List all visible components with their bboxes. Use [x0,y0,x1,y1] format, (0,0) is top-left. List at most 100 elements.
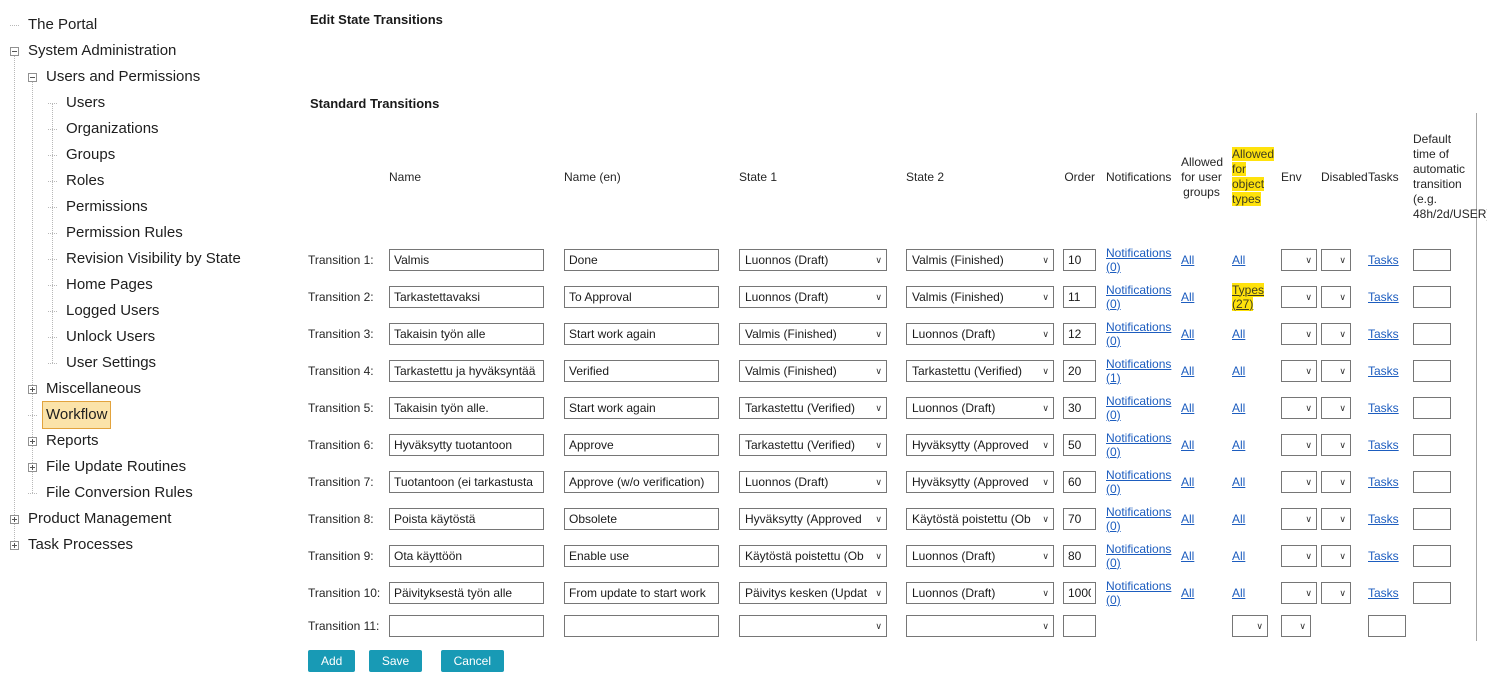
default-time-input[interactable] [1413,359,1451,382]
tasks-link[interactable]: Tasks [1368,548,1399,563]
sidebar-item-label[interactable]: File Update Routines [46,458,187,475]
notifications-link[interactable]: Notifications (0) [1106,541,1172,570]
state2-select[interactable]: Hyväksytty (Approved ∨ [906,433,1054,456]
sidebar-item-task-processes[interactable]: Task Processes [8,532,304,558]
name-en-input[interactable] [564,433,719,456]
sidebar-item-reports[interactable]: Reports [8,428,304,454]
order-input[interactable] [1063,615,1096,637]
default-time-input[interactable] [1413,322,1451,345]
allowed-object-types-link[interactable]: Types (27) [1232,282,1265,311]
env-select[interactable]: ∨ [1281,581,1317,604]
allowed-user-groups-link[interactable]: All [1181,511,1195,526]
disabled-select[interactable]: ∨ [1321,470,1351,493]
disabled-select[interactable]: ∨ [1321,359,1351,382]
sidebar-item-file-update-routines[interactable]: File Update Routines [8,454,304,480]
sidebar-item-file-conversion-rules[interactable]: File Conversion Rules [8,480,304,506]
expand-plus-icon[interactable] [28,462,37,472]
state2-select[interactable]: Tarkastettu (Verified) ∨ [906,359,1054,382]
tasks-link[interactable]: Tasks [1368,400,1399,415]
state2-select[interactable]: Valmis (Finished) ∨ [906,248,1054,271]
default-time-input[interactable] [1413,507,1451,530]
sidebar-item-label[interactable]: Groups [66,146,116,163]
sidebar-item-label[interactable]: Users and Permissions [46,68,201,85]
order-input[interactable] [1063,470,1096,493]
state2-select[interactable]: ∨ [906,615,1054,637]
name-en-input[interactable] [564,322,719,345]
name-en-input[interactable] [564,285,719,308]
sidebar-item-logged-users[interactable]: Logged Users [8,298,304,324]
state2-select[interactable]: Käytöstä poistettu (Ob ∨ [906,507,1054,530]
collapse-minus-icon[interactable] [28,72,37,82]
tasks-link[interactable]: Tasks [1368,511,1399,526]
default-time-input[interactable] [1413,396,1451,419]
name-input[interactable] [389,359,544,382]
sidebar-item-miscellaneous[interactable]: Miscellaneous [8,376,304,402]
env-select[interactable]: ∨ [1281,322,1317,345]
state1-select[interactable]: Valmis (Finished) ∨ [739,322,887,345]
sidebar-item-permissions[interactable]: Permissions [8,194,304,220]
name-en-input[interactable] [564,544,719,567]
disabled-select[interactable]: ∨ [1321,433,1351,456]
notifications-link[interactable]: Notifications (0) [1106,504,1172,533]
env-select[interactable]: ∨ [1281,507,1317,530]
name-en-input[interactable] [564,396,719,419]
cancel-button[interactable]: Cancel [440,650,504,672]
notifications-link[interactable]: Notifications (0) [1106,319,1172,348]
tasks-link[interactable]: Tasks [1368,585,1399,600]
allowed-object-types-link[interactable]: All [1232,548,1246,563]
name-en-input[interactable] [564,359,719,382]
env-select[interactable]: ∨ [1281,285,1317,308]
sidebar-item-label[interactable]: User Settings [66,354,157,371]
allowed-object-types-link[interactable]: All [1232,437,1246,452]
default-time-input[interactable] [1413,285,1451,308]
disabled-select[interactable]: ∨ [1321,544,1351,567]
sidebar-item-revision-visibility-by-state[interactable]: Revision Visibility by State [8,246,304,272]
name-input[interactable] [389,285,544,308]
name-input[interactable] [389,248,544,271]
expand-plus-icon[interactable] [10,540,19,550]
tasks-link[interactable]: Tasks [1368,252,1399,267]
state1-select[interactable]: Tarkastettu (Verified) ∨ [739,396,887,419]
sidebar-item-label[interactable]: Workflow [41,401,112,429]
allowed-user-groups-link[interactable]: All [1181,363,1195,378]
env-select[interactable]: ∨ [1281,470,1317,493]
state1-select[interactable]: Luonnos (Draft) ∨ [739,248,887,271]
notifications-link[interactable]: Notifications (0) [1106,578,1172,607]
sidebar-item-label[interactable]: Home Pages [66,276,153,293]
allowed-user-groups-link[interactable]: All [1181,474,1195,489]
notifications-link[interactable]: Notifications (1) [1106,356,1172,385]
state1-select[interactable]: Luonnos (Draft) ∨ [739,285,887,308]
allowed-user-groups-link[interactable]: All [1181,548,1195,563]
tasks-link[interactable]: Tasks [1368,474,1399,489]
allowed-object-types-link[interactable]: All [1232,326,1246,341]
notifications-link[interactable]: Notifications (0) [1106,245,1172,274]
name-input[interactable] [389,470,544,493]
name-input[interactable] [389,433,544,456]
default-time-input[interactable] [1413,544,1451,567]
sidebar-item-label[interactable]: File Conversion Rules [46,484,193,501]
state1-select[interactable]: Luonnos (Draft) ∨ [739,470,887,493]
save-button[interactable]: Save [368,650,423,672]
notifications-link[interactable]: Notifications (0) [1106,430,1172,459]
sidebar-item-label[interactable]: Roles [66,172,105,189]
order-input[interactable] [1063,433,1096,456]
default-time-input[interactable] [1368,615,1406,637]
sidebar-item-workflow[interactable]: Workflow [8,401,304,429]
name-input[interactable] [389,581,544,604]
order-input[interactable] [1063,322,1096,345]
allowed-object-types-link[interactable]: All [1232,474,1246,489]
allowed-user-groups-link[interactable]: All [1181,400,1195,415]
sidebar-item-label[interactable]: Miscellaneous [46,380,142,397]
order-input[interactable] [1063,507,1096,530]
name-en-input[interactable] [564,581,719,604]
order-input[interactable] [1063,285,1096,308]
sidebar-item-label[interactable]: Organizations [66,120,159,137]
sidebar-item-label[interactable]: System Administration [28,42,177,59]
allowed-user-groups-link[interactable]: All [1181,252,1195,267]
allowed-user-groups-link[interactable]: All [1181,437,1195,452]
name-en-input[interactable] [564,507,719,530]
sidebar-item-roles[interactable]: Roles [8,168,304,194]
allowed-object-types-link[interactable]: All [1232,252,1246,267]
state2-select[interactable]: Hyväksytty (Approved ∨ [906,470,1054,493]
tasks-link[interactable]: Tasks [1368,289,1399,304]
